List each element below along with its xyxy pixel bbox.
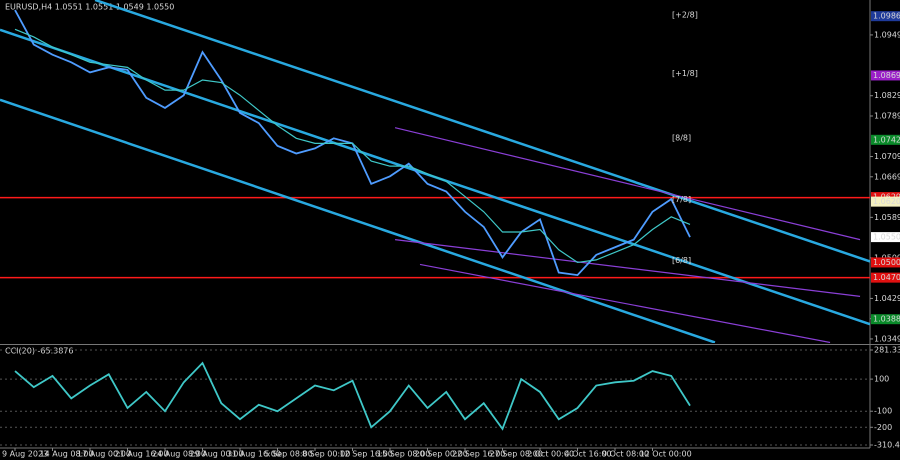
- level-label: [6/8]: [672, 256, 691, 265]
- price-label-box: [871, 134, 900, 145]
- price-label-box: [871, 70, 900, 81]
- price-label: 1.0742: [873, 135, 900, 144]
- x-tick-label: 14 Aug 08:00: [40, 450, 94, 459]
- x-tick-label: 15 Sep 08:00: [377, 450, 430, 459]
- chart-title: EURUSD,H4 1.0551 1.0551 1.0549 1.0550: [5, 3, 174, 12]
- x-tick-label: 4 Oct 16:00: [565, 450, 612, 459]
- x-tick-label: 17 Aug 00:00: [77, 450, 131, 459]
- x-tick-label: 9 Oct 08:00: [602, 450, 649, 459]
- x-tick-label: 9 Aug 2023: [2, 450, 48, 459]
- x-tick-label: 24 Aug 08:00: [152, 450, 206, 459]
- x-tick-label: 29 Aug 00:00: [190, 450, 244, 459]
- x-tick-label: 8 Sep 00:00: [302, 450, 350, 459]
- indicator-title: CCI(20) -65.3876: [5, 347, 73, 356]
- level-label: [8/8]: [672, 133, 691, 142]
- price-label: 1.0986: [873, 12, 900, 21]
- price-label-box: [871, 232, 900, 243]
- price-label: 1.0388: [873, 315, 900, 324]
- y-tick-label: 1.0349: [874, 334, 900, 343]
- channel-line: [394, 239, 861, 297]
- y-tick-label: -200: [874, 423, 892, 432]
- channel-line: [419, 263, 831, 343]
- x-tick-label: 20 Sep 00:00: [415, 450, 468, 459]
- x-tick-label: 31 Aug 16:00: [227, 450, 281, 459]
- price-label-box: [871, 196, 900, 207]
- plot-area: [0, 0, 870, 343]
- channel-line: [394, 127, 861, 241]
- price-label: 1.0869: [873, 71, 900, 80]
- series-line: [14, 361, 691, 431]
- price-label-box: [871, 272, 900, 283]
- plot-area: [0, 349, 870, 446]
- y-tick-label: 1.0949: [874, 30, 900, 39]
- x-tick-label: 12 Sep 16:00: [340, 450, 393, 459]
- x-tick-label: 5 Sep 08:00: [265, 450, 313, 459]
- y-tick-label: 1.0829: [874, 91, 900, 100]
- price-label: 1.0550: [873, 233, 900, 242]
- price-label: 1.0470: [873, 273, 900, 282]
- y-tick-label: 1.0789: [874, 111, 900, 120]
- y-tick-label: 1.0589: [874, 213, 900, 222]
- price-label-box: [871, 314, 900, 325]
- y-tick-label: -100: [874, 407, 892, 416]
- level-label: [7/8]: [672, 195, 691, 204]
- x-tick-label: 2 Oct 00:00: [527, 450, 574, 459]
- price-label: 1.0500: [873, 258, 900, 267]
- channel-line: [0, 98, 716, 343]
- price-label: 1.0620: [873, 197, 900, 206]
- level-label: [+1/8]: [672, 69, 698, 78]
- y-tick-label: 100: [874, 375, 889, 384]
- y-tick-label: 1.0709: [874, 152, 900, 161]
- price-label-box: [871, 257, 900, 268]
- x-tick-label: 21 Aug 16:00: [115, 450, 169, 459]
- y-tick-label: 281.3313: [874, 346, 900, 355]
- price-label-box: [871, 11, 900, 22]
- y-tick-label: 1.0429: [874, 294, 900, 303]
- channel-line: [94, 0, 870, 263]
- x-tick-label: 27 Sep 08:00: [490, 450, 543, 459]
- x-tick-label: 22 Sep 16:00: [452, 450, 505, 459]
- series-line: [14, 28, 691, 264]
- level-label: [+2/8]: [672, 11, 698, 20]
- y-tick-label: -310.4494: [874, 441, 900, 450]
- y-tick-label: 1.0669: [874, 172, 900, 181]
- x-tick-label: 12 Oct 00:00: [640, 450, 692, 459]
